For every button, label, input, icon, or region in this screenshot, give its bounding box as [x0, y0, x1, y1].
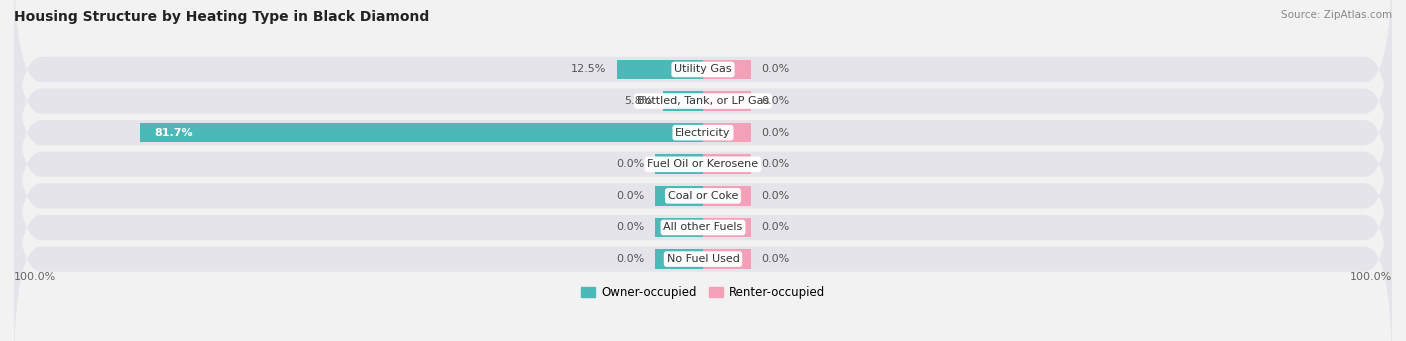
Text: 100.0%: 100.0% [1350, 272, 1392, 282]
Text: Fuel Oil or Kerosene: Fuel Oil or Kerosene [647, 159, 759, 169]
Text: Housing Structure by Heating Type in Black Diamond: Housing Structure by Heating Type in Bla… [14, 10, 429, 24]
Text: 0.0%: 0.0% [762, 64, 790, 74]
Text: 0.0%: 0.0% [616, 191, 644, 201]
Text: 0.0%: 0.0% [762, 191, 790, 201]
Text: Coal or Coke: Coal or Coke [668, 191, 738, 201]
FancyBboxPatch shape [14, 114, 1392, 341]
Bar [703, 186, 751, 206]
Text: Utility Gas: Utility Gas [675, 64, 731, 74]
Text: 0.0%: 0.0% [616, 159, 644, 169]
FancyBboxPatch shape [14, 0, 1392, 215]
Bar [655, 186, 703, 206]
Bar [703, 249, 751, 269]
Text: 81.7%: 81.7% [153, 128, 193, 138]
Text: Source: ZipAtlas.com: Source: ZipAtlas.com [1281, 10, 1392, 20]
Text: 12.5%: 12.5% [571, 64, 606, 74]
Bar [703, 154, 751, 174]
Text: 0.0%: 0.0% [762, 128, 790, 138]
Bar [617, 60, 703, 79]
Text: 0.0%: 0.0% [616, 254, 644, 264]
Bar [141, 123, 703, 143]
Text: 0.0%: 0.0% [762, 96, 790, 106]
FancyBboxPatch shape [14, 19, 1392, 247]
Bar [703, 218, 751, 237]
Text: 0.0%: 0.0% [762, 222, 790, 233]
Text: Bottled, Tank, or LP Gas: Bottled, Tank, or LP Gas [637, 96, 769, 106]
Text: Electricity: Electricity [675, 128, 731, 138]
FancyBboxPatch shape [14, 82, 1392, 310]
Bar [655, 218, 703, 237]
FancyBboxPatch shape [14, 145, 1392, 341]
Text: 0.0%: 0.0% [762, 254, 790, 264]
Legend: Owner-occupied, Renter-occupied: Owner-occupied, Renter-occupied [576, 281, 830, 303]
Bar [703, 91, 751, 111]
Bar [655, 154, 703, 174]
Text: All other Fuels: All other Fuels [664, 222, 742, 233]
Text: No Fuel Used: No Fuel Used [666, 254, 740, 264]
FancyBboxPatch shape [14, 0, 1392, 183]
Bar [655, 249, 703, 269]
Bar [703, 123, 751, 143]
Text: 5.8%: 5.8% [624, 96, 652, 106]
FancyBboxPatch shape [14, 50, 1392, 278]
Text: 0.0%: 0.0% [616, 222, 644, 233]
Text: 100.0%: 100.0% [14, 272, 56, 282]
Text: 0.0%: 0.0% [762, 159, 790, 169]
Bar [703, 60, 751, 79]
Bar [664, 91, 703, 111]
